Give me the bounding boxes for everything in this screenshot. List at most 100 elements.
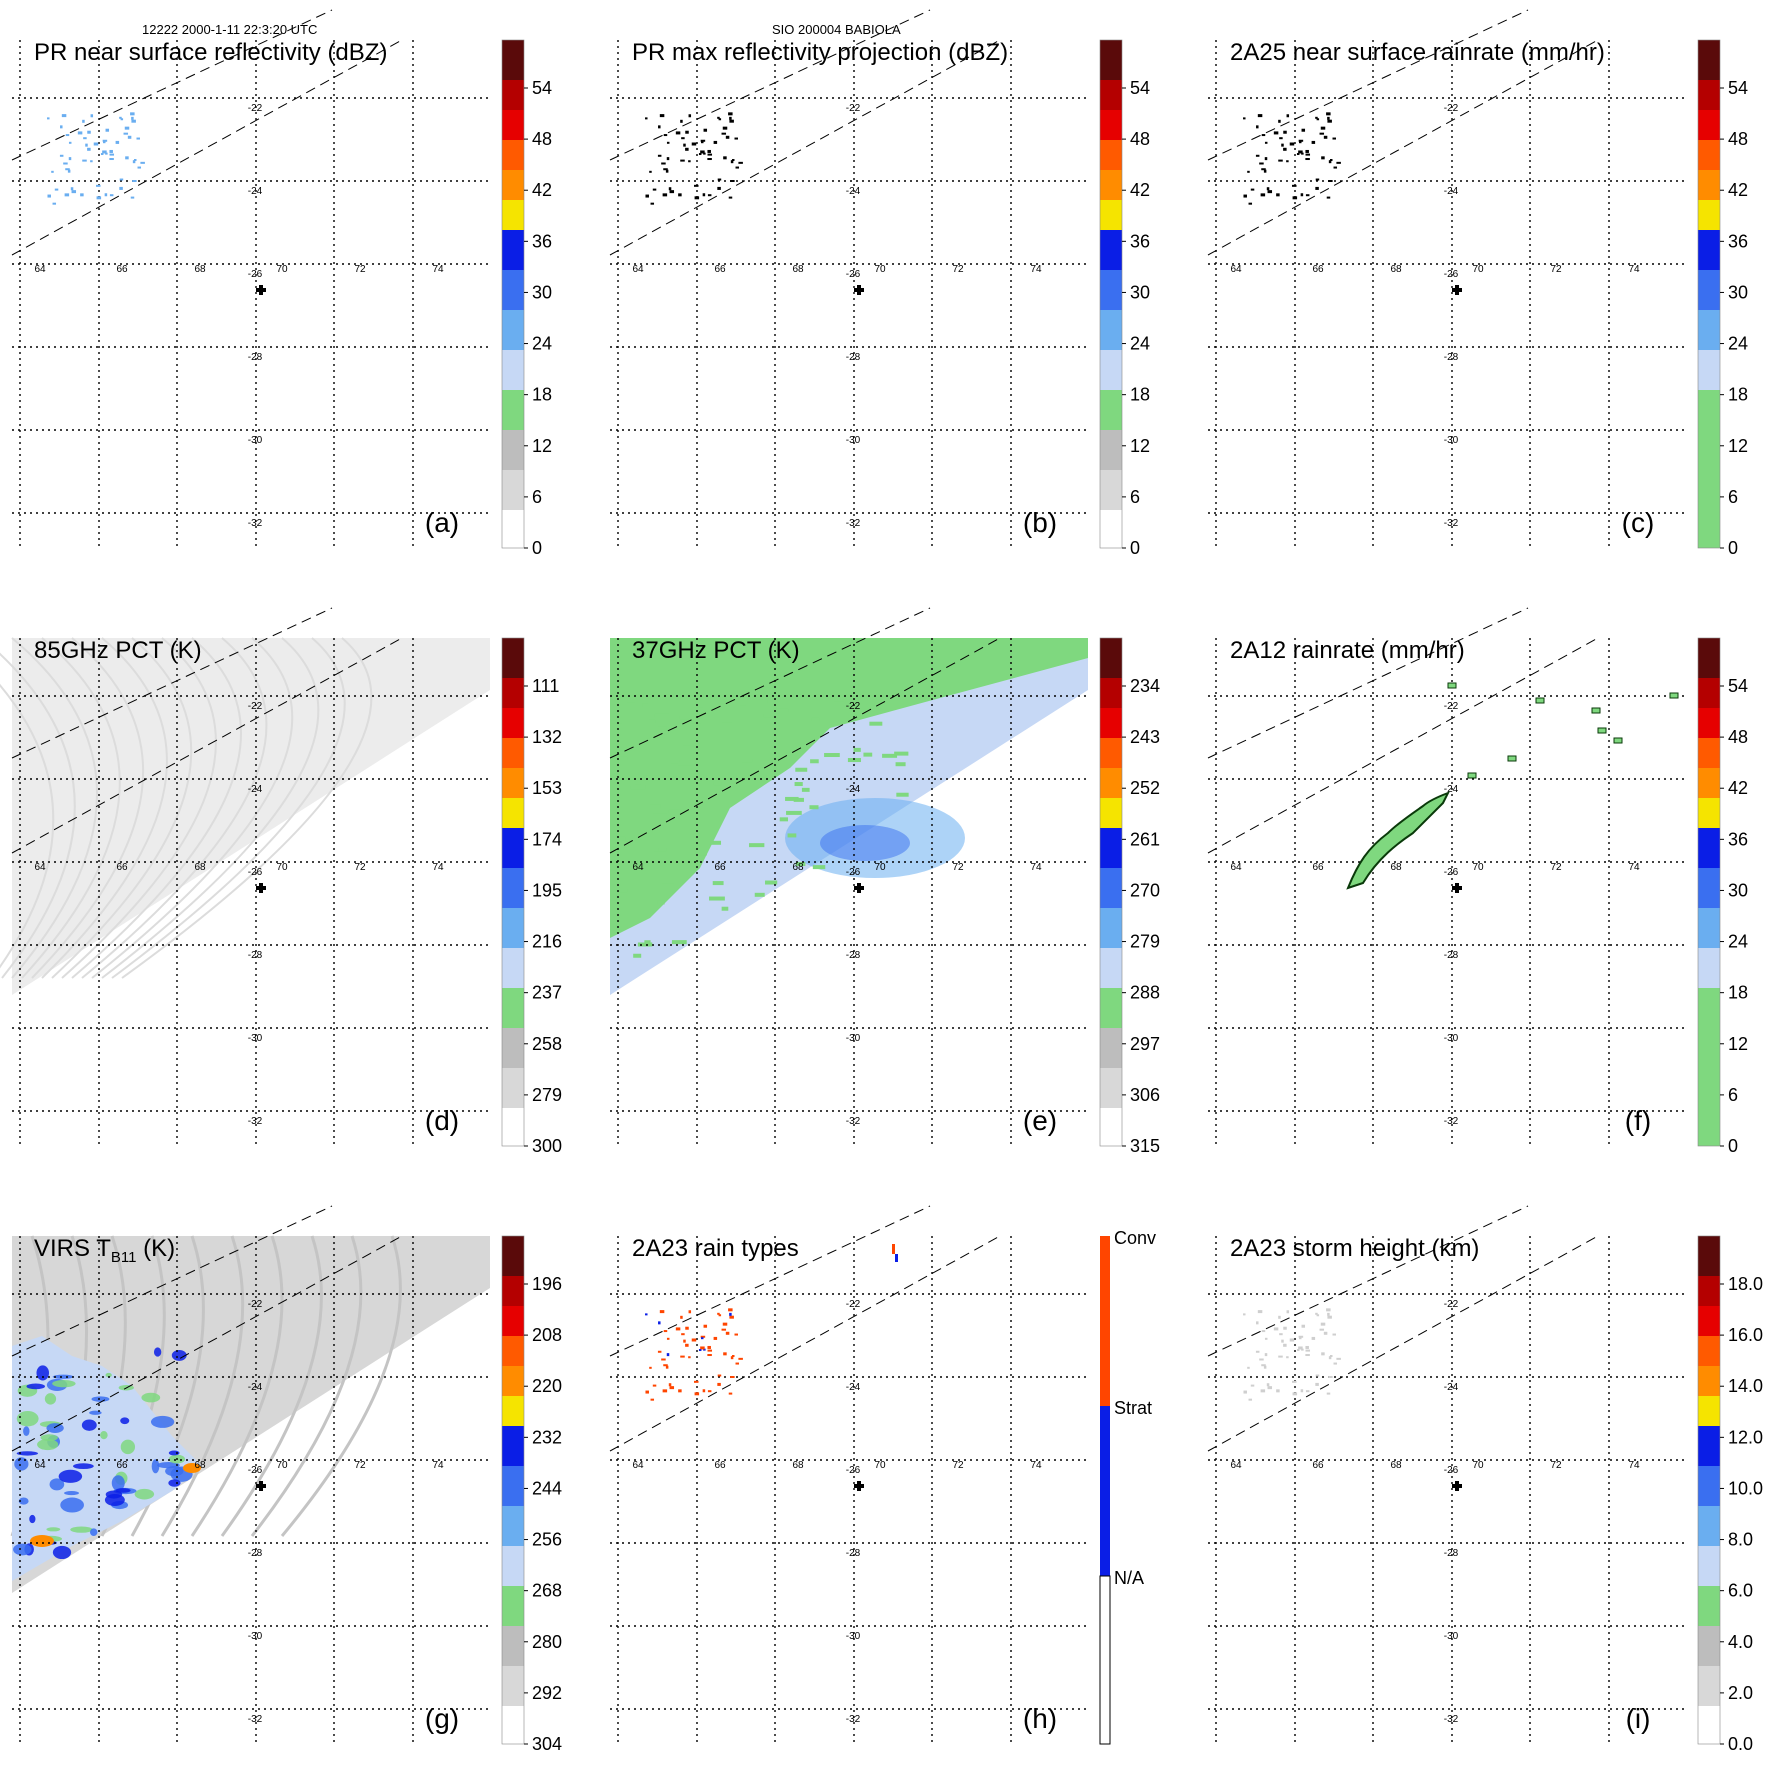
colorbar-tick-label: 36 xyxy=(1728,231,1748,251)
lat-tick-label: -24 xyxy=(1444,1382,1459,1393)
storm-center-marker xyxy=(1452,883,1462,893)
colorbar-segment xyxy=(502,1028,524,1068)
colorbar-segment xyxy=(1698,1236,1720,1276)
virs-cloud-cell xyxy=(52,1374,74,1379)
colorbar-segment xyxy=(1100,140,1122,170)
storm-center-marker xyxy=(256,883,266,893)
lat-tick-label: -22 xyxy=(846,103,861,114)
pr-echo xyxy=(1327,119,1332,123)
pct37-speckle xyxy=(882,753,898,758)
pr-echo xyxy=(119,186,123,190)
pr-echo xyxy=(1296,1349,1300,1352)
pr-echo xyxy=(1292,1392,1298,1396)
swath-edge-lower xyxy=(1207,637,1599,854)
colorbar-tick-label: 174 xyxy=(532,829,562,849)
pr-echo xyxy=(1333,166,1338,169)
colorbar-segment xyxy=(502,40,524,80)
lat-tick-label: -32 xyxy=(1444,518,1459,529)
lon-tick-label: 74 xyxy=(1628,862,1640,873)
pr-echo xyxy=(1305,153,1311,156)
pr-echo xyxy=(735,1362,740,1365)
colorbar-tick-label: 304 xyxy=(532,1734,562,1754)
pct37-speckle xyxy=(644,940,651,945)
lat-tick-label: -32 xyxy=(248,1116,263,1127)
pr-echo xyxy=(678,1389,682,1393)
pr-echo xyxy=(652,1384,657,1387)
colorbar-tick-label: 232 xyxy=(532,1427,562,1447)
pr-echo xyxy=(717,1312,720,1315)
pct37-speckle xyxy=(721,906,729,911)
colorbar-tick-label: 195 xyxy=(532,880,562,900)
colorbar-tick-label: 12 xyxy=(1130,436,1150,456)
rain-cell-2a12 xyxy=(1591,707,1601,714)
pr-echo xyxy=(63,162,68,165)
pr-echo xyxy=(734,137,738,140)
pr-echo xyxy=(1327,116,1330,120)
pr-echo xyxy=(1281,1339,1284,1343)
pr-echo xyxy=(59,154,64,157)
colorbar-tick-label: 208 xyxy=(532,1325,562,1345)
pr-echo xyxy=(1323,135,1328,139)
panel-title: PR max reflectivity projection (dBZ) xyxy=(632,39,1008,66)
pct37-blue-center xyxy=(820,825,910,861)
lat-tick-label: -22 xyxy=(1444,701,1459,712)
colorbar-segment xyxy=(1698,1466,1720,1506)
virs-cloud-cell xyxy=(36,1365,50,1381)
lat-tick-label: -22 xyxy=(846,701,861,712)
pr-echo xyxy=(662,1389,668,1393)
pr-echo xyxy=(645,1313,648,1316)
colorbar-tick-label: 54 xyxy=(532,78,552,98)
pr-echo xyxy=(669,1386,675,1390)
pr-echo xyxy=(104,193,108,197)
colorbar-segment xyxy=(1698,988,1720,1038)
pct37-speckle xyxy=(795,862,806,867)
swath-edge-upper xyxy=(609,1205,931,1357)
lon-tick-label: 74 xyxy=(1030,264,1042,275)
pr-echo xyxy=(675,131,681,135)
pct37-speckle xyxy=(758,699,768,704)
colorbar-tick-label: 12 xyxy=(1728,1034,1748,1054)
virs-cloud-cell xyxy=(89,1410,102,1415)
pr-echo xyxy=(650,1398,655,1401)
colorbar-segment xyxy=(1698,1306,1720,1336)
pr-echo xyxy=(102,150,107,154)
pr-echo xyxy=(82,159,87,162)
pr-echo xyxy=(1315,1382,1319,1386)
pr-echo xyxy=(132,180,137,183)
virs-cloud-cell xyxy=(89,1528,98,1536)
pr-echo xyxy=(730,160,734,164)
lon-tick-label: 70 xyxy=(1472,264,1484,275)
storm-center-marker xyxy=(854,285,864,295)
pct85-swath xyxy=(12,638,490,995)
pr-echo xyxy=(661,162,666,165)
colorbar-segment xyxy=(1698,110,1720,140)
pr-echo xyxy=(1328,180,1333,183)
colorbar-segment xyxy=(1100,470,1122,510)
pr-echo xyxy=(729,116,732,120)
virs-texture xyxy=(190,1235,284,1537)
pr-echo xyxy=(131,116,134,120)
pr-echo xyxy=(1279,1333,1283,1336)
pct37-speckle xyxy=(801,787,810,792)
lon-tick-label: 68 xyxy=(194,862,206,873)
lon-tick-label: 64 xyxy=(34,264,46,275)
pr-echo xyxy=(90,160,93,163)
pr-echo xyxy=(1263,169,1267,173)
pct37-speckle xyxy=(616,888,628,893)
pr-echo xyxy=(1311,1336,1316,1340)
pr-echo xyxy=(1300,193,1304,197)
pr-echo xyxy=(1248,202,1253,205)
pr-echo xyxy=(119,116,122,119)
colorbar-segment xyxy=(502,1666,524,1706)
pct37-speckle xyxy=(637,942,653,947)
pr-echo xyxy=(734,1333,738,1336)
pct37-speckle xyxy=(786,810,802,815)
swath-edge-lower xyxy=(11,39,403,256)
colorbar-frame xyxy=(501,1235,525,1745)
colorbar-segment xyxy=(502,1276,524,1306)
swath-edge-lower xyxy=(609,637,1001,854)
pr-echo xyxy=(713,140,718,144)
pr-echo xyxy=(1286,1356,1289,1359)
colorbar-segment xyxy=(1100,828,1122,868)
pr-echo xyxy=(1305,1349,1311,1352)
